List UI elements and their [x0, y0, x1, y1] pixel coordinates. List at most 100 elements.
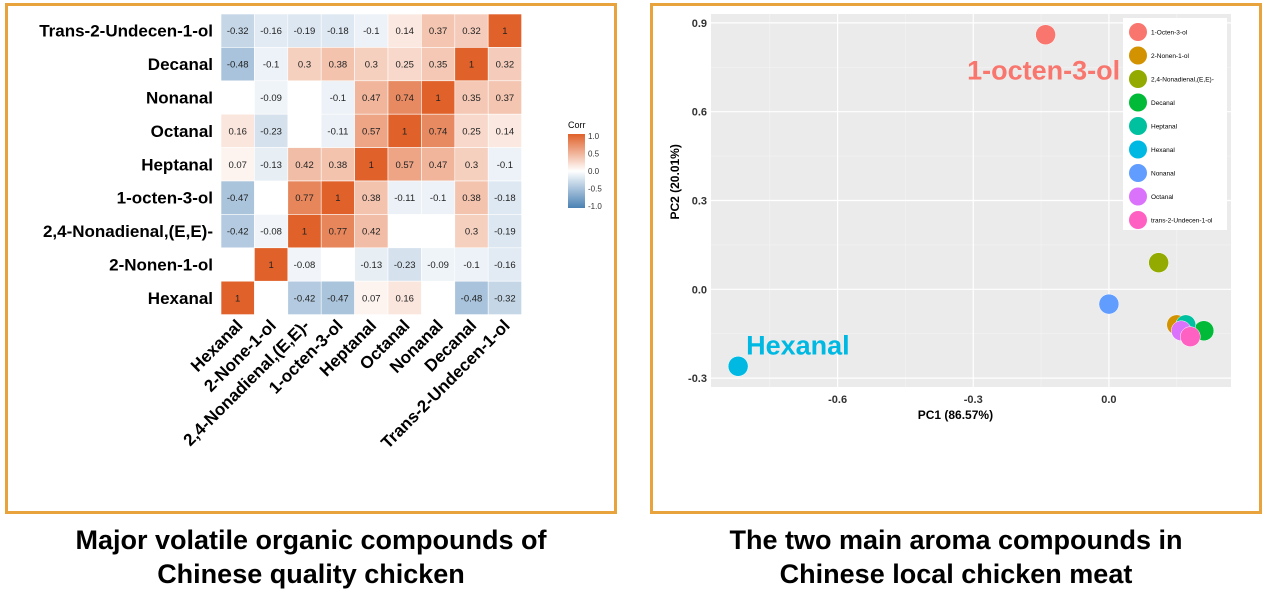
heatmap-cell-value: 0.77 — [329, 227, 348, 238]
y-tick-label: 0.3 — [692, 196, 707, 208]
x-tick-label: 0.0 — [1101, 394, 1116, 406]
colorbar — [568, 134, 585, 208]
x-tick-label: -0.3 — [964, 394, 983, 406]
correlation-heatmap: Trans-2-Undecen-1-ol -0.32 -0.16 -0.19 -0.18… — [39, 13, 602, 452]
heatmap-cell-value: -0.08 — [294, 260, 316, 271]
heatmap-cell — [454, 47, 489, 82]
heatmap-cell-value: 0.47 — [362, 93, 381, 104]
heatmap-cell-value: 0.42 — [362, 227, 381, 238]
heatmap-cell-value: -0.18 — [494, 193, 516, 204]
heatmap-cell — [387, 280, 422, 315]
y-tick-label: 0.9 — [692, 18, 707, 30]
heatmap-cell-value: 0.57 — [395, 160, 414, 171]
heatmap-cell-value: 0.74 — [395, 93, 414, 104]
colorbar-tick-label: -1.0 — [588, 202, 602, 211]
legend-marker — [1129, 164, 1147, 182]
heatmap-cell-value: 0.16 — [395, 293, 414, 304]
heatmap-row-label: Nonanal — [146, 89, 213, 108]
heatmap-cell — [254, 80, 289, 115]
heatmap-cell-value: 0.3 — [465, 160, 478, 171]
heatmap-cell — [387, 80, 422, 115]
heatmap-cell-empty — [254, 181, 288, 215]
legend-label: trans-2-Undecen-1-ol — [1151, 218, 1213, 225]
heatmap-cell-empty — [421, 214, 455, 248]
heatmap-cell-empty — [287, 80, 322, 115]
heatmap-cell-value: -0.32 — [494, 293, 516, 304]
heatmap-cell-empty — [221, 247, 255, 282]
heatmap-caption-line-1: Major volatile organic compounds of — [75, 525, 547, 555]
heatmap-cell — [487, 80, 522, 115]
legend-label: Octanal — [1151, 194, 1174, 201]
heatmap-cell-value: 1 — [268, 260, 273, 271]
legend-marker — [1129, 70, 1147, 88]
heatmap-cell — [320, 280, 355, 315]
heatmap-cell-value: -0.1 — [497, 160, 513, 171]
heatmap-cell-value: 1 — [335, 193, 340, 204]
heatmap-cell-value: 0.25 — [462, 126, 481, 137]
heatmap-cell — [487, 247, 522, 282]
heatmap-cell-empty — [254, 281, 288, 315]
heatmap-cell — [354, 214, 389, 249]
heatmap-row-label: Hexanal — [148, 289, 213, 308]
heatmap-cell-value: 0.35 — [462, 93, 481, 104]
heatmap-cell-value: -0.1 — [330, 93, 346, 104]
heatmap-cell — [287, 214, 322, 249]
heatmap-cell-value: 0.47 — [429, 160, 448, 171]
heatmap-cell-empty — [388, 214, 422, 248]
heatmap-cell — [387, 247, 422, 282]
heatmap-cell — [454, 214, 489, 249]
data-point — [1098, 293, 1120, 315]
heatmap-cell-value: -0.47 — [227, 193, 249, 204]
heatmap-caption-line-2: Chinese quality chicken — [157, 559, 465, 589]
heatmap-cell — [220, 214, 255, 249]
heatmap-cell — [320, 147, 355, 182]
heatmap-caption: Major volatile organic compounds of Chin… — [5, 523, 617, 591]
legend-marker — [1129, 93, 1147, 112]
heatmap-cell — [287, 247, 322, 282]
heatmap-row-label: 2-Nonen-1-ol — [109, 256, 213, 275]
heatmap-cell — [454, 180, 489, 215]
legend-label: 2,4-Nonadienal,(E,E)- — [1151, 77, 1214, 84]
legend-label: 2-Nonen-1-ol — [1151, 53, 1189, 60]
heatmap-cell — [354, 280, 389, 315]
heatmap-cell — [287, 13, 322, 48]
heatmap-cell — [354, 113, 389, 148]
heatmap-cell-value: 0.37 — [496, 93, 515, 104]
legend-marker — [1129, 140, 1147, 159]
heatmap-cell — [220, 47, 255, 82]
heatmap-cell-value: 0.14 — [395, 26, 414, 37]
heatmap-cell — [421, 147, 456, 182]
heatmap-cell-value: -0.16 — [494, 260, 516, 271]
heatmap-cell — [320, 113, 355, 148]
heatmap-cell — [421, 80, 456, 115]
x-tick-label: -0.6 — [828, 394, 847, 406]
legend-marker — [1129, 117, 1147, 135]
heatmap-cell — [287, 280, 322, 315]
heatmap-cell — [387, 13, 422, 48]
heatmap-cell-value: 1 — [302, 227, 307, 238]
heatmap-cell-empty — [221, 80, 255, 115]
heatmap-cell — [487, 113, 522, 148]
heatmap-cell-value: 0.57 — [362, 126, 381, 137]
heatmap-cell — [421, 113, 456, 148]
legend-marker — [1129, 187, 1147, 206]
heatmap-cell-value: -0.1 — [263, 60, 279, 71]
heatmap-cell-value: 0.38 — [462, 193, 481, 204]
pca-scatter-plot: -0.6 -0.3 0.0 0.9 0.6 0.3 0.0 -0.3 PC1 (86.57%) P… — [668, 14, 1231, 422]
heatmap-cell — [254, 113, 289, 148]
colorbar-tick-label: -0.5 — [588, 185, 602, 194]
pca-panel: -0.6 -0.3 0.0 0.9 0.6 0.3 0.0 -0.3 PC1 (86.57%) P… — [650, 3, 1262, 514]
colorbar-tick-label: 0.5 — [588, 150, 600, 159]
heatmap-cell — [487, 280, 522, 315]
heatmap-cell-value: 0.16 — [228, 126, 247, 137]
heatmap-cell — [220, 180, 255, 215]
heatmap-cell-value: -0.13 — [360, 260, 382, 271]
colorbar-tick-label: 0.0 — [588, 167, 600, 176]
heatmap-cell-value: -0.09 — [260, 93, 282, 104]
heatmap-cell-empty — [321, 247, 355, 282]
heatmap-cell — [387, 147, 422, 182]
heatmap-cell-value: -0.1 — [363, 26, 379, 37]
heatmap-cell-value: -0.16 — [260, 26, 282, 37]
data-point — [1180, 326, 1201, 347]
heatmap-cell-value: -0.48 — [227, 60, 249, 71]
